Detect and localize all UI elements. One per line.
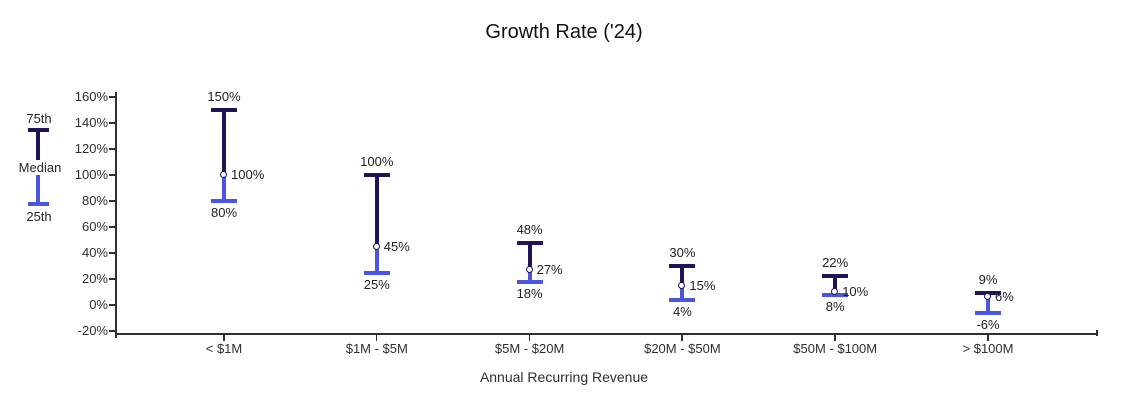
x-axis-end-tick-icon	[1096, 330, 1098, 336]
whisker-upper-stem	[680, 266, 685, 286]
x-tick-icon	[987, 334, 989, 341]
whisker-25th-cap-icon	[975, 310, 1001, 315]
whisker-25th-cap-icon	[516, 279, 543, 284]
p25-value-label: 25%	[363, 276, 390, 292]
y-tick-label: 120%	[74, 141, 108, 156]
x-axis-title: Annual Recurring Revenue	[479, 369, 649, 385]
x-tick-icon	[834, 334, 836, 341]
whisker-lower-stem	[374, 246, 379, 275]
y-tick-label: 100%	[74, 167, 108, 182]
legend-upper-stem-icon	[36, 131, 40, 172]
median-value-label: 15%	[689, 277, 716, 293]
p75-value-label: 100%	[360, 154, 394, 169]
whisker-upper-stem	[374, 175, 379, 247]
x-tick-label: $50M - $100M	[793, 341, 878, 356]
y-tick-icon	[109, 200, 116, 202]
whisker-upper-stem	[527, 242, 532, 270]
whisker-75th-cap-icon	[669, 264, 696, 268]
p25-value-label: 4%	[672, 303, 692, 319]
whisker-75th-cap-icon	[211, 108, 237, 112]
p25-value-label: 80%	[210, 205, 238, 220]
x-tick-label: > $100M	[962, 341, 1014, 356]
legend-25th-cap-icon	[28, 202, 49, 206]
x-tick-label: < $1M	[205, 341, 243, 356]
median-marker-icon	[525, 265, 533, 273]
x-axis-line	[115, 333, 1098, 335]
p25-value-label: -6%	[976, 316, 1000, 332]
median-value-label: 10%	[842, 284, 869, 299]
median-marker-icon	[220, 171, 227, 178]
y-tick-icon	[109, 226, 116, 228]
median-value-label: 27%	[536, 261, 563, 277]
y-tick-icon	[109, 148, 116, 150]
y-tick-label: 0%	[89, 297, 108, 312]
whisker-75th-cap-icon	[822, 274, 849, 279]
y-tick-icon	[109, 96, 116, 98]
median-marker-icon	[372, 242, 380, 250]
x-tick-label: $20M - $50M	[644, 341, 721, 356]
whisker-75th-cap-icon	[516, 240, 543, 245]
whisker-lower-stem	[222, 175, 226, 203]
y-tick-label: 80%	[81, 193, 108, 208]
median-value-label: 100%	[231, 167, 265, 182]
x-tick-label: $5M - $20M	[494, 341, 565, 356]
chart-title: Growth Rate ('24)	[485, 21, 643, 43]
p25-value-label: 8%	[825, 298, 845, 314]
whisker-25th-cap-icon	[363, 270, 390, 275]
y-tick-icon	[109, 278, 116, 280]
y-tick-icon	[109, 174, 116, 176]
whisker-upper-stem	[833, 276, 838, 292]
p75-value-label: 30%	[669, 245, 696, 260]
y-tick-icon	[109, 304, 116, 306]
x-tick-icon	[681, 334, 683, 341]
whisker-lower-stem	[527, 269, 532, 284]
y-tick-icon	[109, 330, 116, 332]
median-marker-icon	[678, 281, 686, 289]
legend-label-25th: 25th	[26, 209, 52, 224]
legend-lower-stem-icon	[36, 172, 40, 204]
x-tick-icon	[375, 334, 378, 341]
x-tick-icon	[223, 334, 225, 341]
p75-value-label: 48%	[516, 221, 543, 237]
x-tick-label: $1M - $5M	[345, 341, 408, 356]
whisker-upper-stem	[222, 110, 226, 175]
y-tick-label: -20%	[77, 323, 108, 338]
y-tick-label: 160%	[74, 89, 108, 104]
y-tick-label: 140%	[74, 115, 108, 130]
y-tick-icon	[109, 252, 116, 254]
y-tick-label: 60%	[81, 219, 108, 234]
legend-label-75th: 75th	[26, 111, 52, 126]
whisker-lower-stem	[680, 285, 685, 302]
y-axis-line	[115, 92, 117, 338]
median-value-label: 6%	[995, 289, 1014, 305]
legend-75th-cap-icon	[28, 128, 49, 132]
whisker-lower-stem	[986, 297, 990, 315]
median-value-label: 45%	[383, 238, 410, 254]
y-tick-label: 40%	[81, 245, 108, 260]
median-marker-icon	[984, 293, 991, 301]
p75-value-label: 9%	[978, 272, 998, 288]
y-tick-icon	[109, 122, 116, 124]
p25-value-label: 18%	[516, 285, 543, 301]
whisker-25th-cap-icon	[211, 199, 237, 203]
whisker-75th-cap-icon	[363, 173, 390, 177]
y-tick-label: 20%	[81, 271, 108, 286]
p75-value-label: 150%	[207, 89, 241, 104]
x-tick-icon	[528, 334, 531, 341]
p75-value-label: 22%	[822, 255, 849, 271]
median-marker-icon	[831, 288, 839, 295]
legend-label-median: Median	[6, 160, 74, 175]
whisker-25th-cap-icon	[669, 297, 696, 302]
